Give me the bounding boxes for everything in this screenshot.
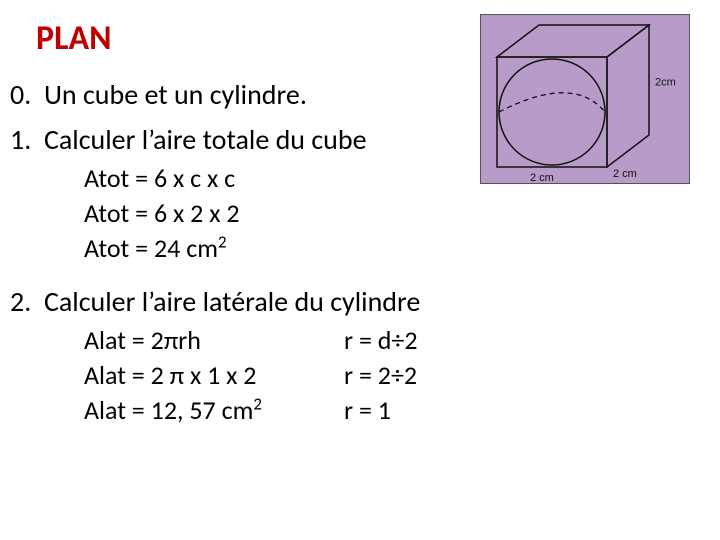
- formula-2-left-2: Alat = 12, 57 cm2: [84, 393, 344, 428]
- formula-1-line-2: Atot = 24 cm2: [84, 231, 720, 266]
- item0-text: Un cube et un cylindre.: [44, 77, 307, 112]
- formula-1-exp: 2: [218, 232, 227, 253]
- item1-num: 1.: [10, 122, 31, 157]
- list-item-2: 2. Calculer l’aire latérale du cylindre: [0, 266, 720, 319]
- item2-text: Calculer l’aire latérale du cylindre: [44, 284, 420, 319]
- formula-1-line-2-text: Atot = 24 cm: [84, 232, 218, 264]
- item2-num: 2.: [10, 284, 31, 319]
- formula-2-left-1: Alat = 2 π x 1 x 2: [84, 358, 344, 393]
- item0-num: 0.: [10, 77, 31, 112]
- svg-text:2 cm: 2 cm: [530, 172, 554, 184]
- item1-text: Calculer l’aire totale du cube: [44, 122, 367, 157]
- formula-1-line-1: Atot = 6 x 2 x 2: [84, 196, 720, 231]
- formula-2-left-0: Alat = 2πrh: [84, 323, 344, 358]
- svg-text:2cm: 2cm: [655, 77, 676, 89]
- cube-cylinder-diagram: 2cm 2 cm 2 cm: [480, 14, 690, 184]
- svg-text:2 cm: 2 cm: [613, 168, 637, 180]
- formula-block-2: Alat = 2πrh r = d÷2 Alat = 2 π x 1 x 2 r…: [0, 319, 720, 428]
- formula-2-exp: 2: [253, 394, 262, 415]
- formula-2-right-1: r = 2÷2: [344, 358, 417, 393]
- formula-2-right-2: r = 1: [344, 393, 391, 428]
- formula-2-left-2-text: Alat = 12, 57 cm: [84, 394, 253, 426]
- formula-2-right-0: r = d÷2: [344, 323, 418, 358]
